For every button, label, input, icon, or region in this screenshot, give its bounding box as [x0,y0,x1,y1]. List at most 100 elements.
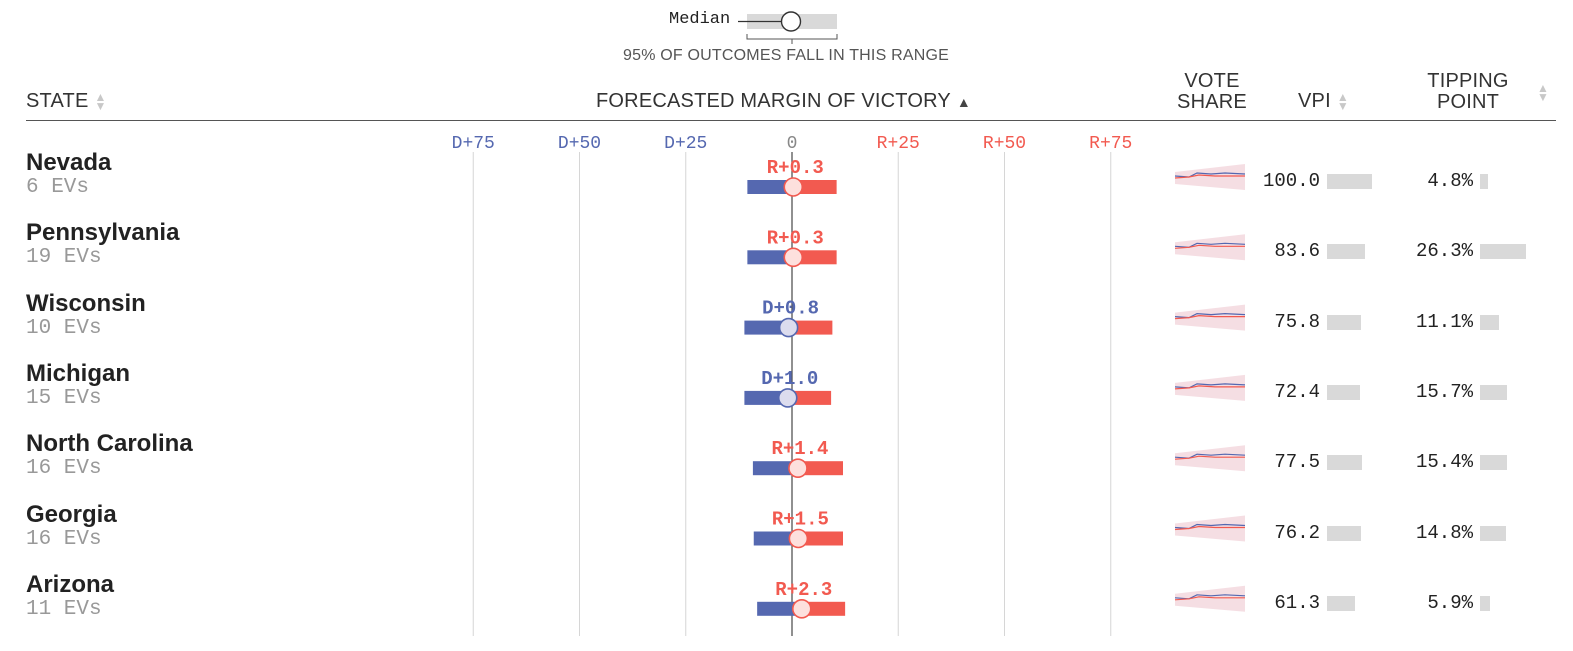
header-tipping-point[interactable]: TIPPING POINT [1420,71,1516,113]
tipping-value: 26.3% [1415,240,1473,263]
state-evs: 11 EVs [26,597,102,621]
vote-share-band [1175,445,1245,472]
vote-share-band [1175,164,1245,190]
vpi-bar [1327,525,1362,541]
range-bar-rep [793,250,837,265]
range-bar-rep [793,180,837,194]
vote-share-rep-line [1174,385,1245,390]
header-margin[interactable]: FORECASTED MARGIN OF VICTORY ▲ [596,90,971,113]
header-margin-label: FORECASTED MARGIN OF VICTORY [596,90,951,112]
state-evs: 19 EVs [26,246,102,270]
vote-share-band [1175,234,1245,261]
sort-margin-active-icon[interactable]: ▲ [956,93,971,110]
tipping-bar [1480,525,1506,541]
vote-share-rep-line [1174,596,1245,601]
header-vpi[interactable]: VPI ▲ ▼ [1298,90,1349,113]
tipping-value: 14.8% [1415,521,1473,544]
median-dot [778,317,799,338]
header-tipping-line1: TIPPING [1427,70,1509,92]
vpi-bar [1327,174,1372,189]
tipping-value: 11.1% [1415,310,1473,333]
median-dot [788,528,809,549]
axis-tick-label: D+25 [664,134,707,154]
margin-label: D+1.0 [761,368,818,390]
axis-tick-label: R+75 [1089,134,1132,154]
axis-tick-label: R+25 [877,134,920,154]
state-name: Wisconsin [26,289,146,317]
margin-label: R+2.3 [775,579,832,601]
vote-share-band [1175,585,1245,612]
vpi-value: 100.0 [1262,170,1320,192]
vpi-bar [1327,314,1362,330]
header-state-label: STATE [26,90,89,112]
legend-range-sample [738,11,838,44]
margin-label: R+0.3 [767,157,824,179]
range-bar-rep [798,531,843,546]
median-dot [788,458,808,479]
range-bar-dem [744,390,788,405]
vpi-value: 61.3 [1274,591,1320,614]
tipping-value: 4.8% [1427,170,1473,192]
axis-tick-label: 0 [787,134,798,154]
axis-tick-label: D+75 [452,134,495,154]
tipping-bar [1480,314,1500,330]
sort-tipping-icon[interactable]: ▲ ▼ [1537,81,1549,104]
vote-share-rep-line [1174,314,1245,320]
sort-vpi-icon[interactable]: ▲ ▼ [1336,89,1349,113]
vote-share-rep-line [1174,455,1245,460]
state-evs: 16 EVs [26,527,102,551]
range-bar-dem [747,180,794,194]
median-dot [783,247,804,268]
vote-share-band [1175,374,1245,401]
legend-median-label: Median [669,10,731,29]
range-bar-rep [788,320,833,335]
header-vote-share-line2: SHARE [1177,91,1247,113]
vpi-value: 75.8 [1274,310,1320,333]
sort-state-icon[interactable]: ▲ ▼ [94,89,107,113]
vpi-value: 83.6 [1274,240,1320,263]
tipping-bar [1480,244,1526,260]
header-state[interactable]: STATE ▲ ▼ [26,90,107,113]
state-evs: 6 EVs [26,176,90,199]
range-bar-dem [752,461,798,476]
state-name: Arizona [26,570,115,598]
tipping-bar [1480,595,1491,611]
tipping-bar [1480,384,1508,400]
state-evs: 10 EVs [26,316,102,340]
range-bar-rep [787,390,832,405]
range-bar-dem [747,250,794,265]
legend-range-caption: 95% OF OUTCOMES FALL IN THIS RANGE [623,47,949,64]
state-evs: 15 EVs [26,386,102,410]
vote-share-rep-line [1174,525,1245,531]
vpi-value: 72.4 [1274,380,1320,403]
vpi-bar [1327,595,1355,611]
header-vpi-label: VPI [1298,90,1331,112]
legend-range-bracket [746,34,838,44]
tipping-value: 15.7% [1415,380,1473,403]
vpi-value: 76.2 [1274,521,1320,544]
vote-share-rep-line [1174,174,1245,179]
state-evs: 16 EVs [26,457,102,481]
vpi-value: 77.5 [1274,451,1320,474]
median-dot [777,388,798,408]
legend-median-dot [780,11,802,32]
vote-share-rep-line [1174,244,1245,249]
vote-share-band [1175,515,1245,542]
vpi-bar [1327,384,1360,400]
median-dot [783,177,804,197]
state-name: Nevada [26,149,112,176]
range-bar-dem [744,320,789,335]
state-name: Pennsylvania [26,219,180,247]
header-vote-share-line1: VOTE [1184,70,1240,92]
margin-label: R+0.3 [767,227,824,249]
range-bar-rep [797,461,843,476]
header-tipping-line2: POINT [1436,91,1500,113]
state-name: Georgia [26,500,117,528]
tipping-value: 15.4% [1415,451,1473,474]
state-name: North Carolina [26,430,193,458]
state-name: Michigan [26,359,131,387]
range-bar-dem [753,531,799,546]
axis-tick-label: R+50 [983,134,1026,154]
margin-label: D+0.8 [762,298,819,320]
